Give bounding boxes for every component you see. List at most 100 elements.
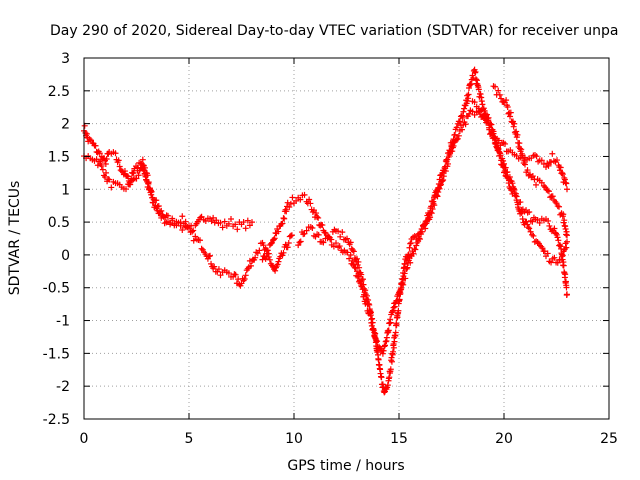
data-point [533,181,540,188]
data-point [156,210,163,217]
data-point [540,161,547,168]
data-point [128,175,135,182]
data-point [259,256,266,263]
data-point [284,244,291,251]
data-point [419,228,426,235]
data-point [545,188,552,195]
data-point [275,228,282,235]
data-point [213,217,220,224]
data-point [529,231,535,238]
data-point [564,238,570,245]
data-point [466,110,473,117]
data-point [436,185,443,192]
data-point [453,124,460,131]
data-point [127,178,134,185]
data-point [102,174,108,181]
data-point [564,186,570,193]
data-point [123,186,129,193]
data-point [103,155,110,162]
x-tick-label: 10 [285,431,303,447]
data-point [507,109,514,116]
data-point [349,247,356,254]
data-point [384,382,391,389]
data-point [456,118,463,125]
data-point [496,91,503,98]
data-point [460,108,467,115]
data-point [92,142,99,149]
data-point [513,193,520,200]
data-point [189,228,196,235]
data-point [256,247,263,254]
data-point [407,240,414,247]
data-point [232,271,239,278]
data-point [271,235,278,242]
data-point [544,250,551,257]
data-point [232,221,239,228]
data-point [556,203,563,210]
data-point [381,389,388,396]
data-point [398,286,405,293]
axis-ticks [83,57,610,420]
y-tick-label: -1 [56,314,70,330]
data-point [210,214,217,221]
data-point [461,105,468,112]
data-point [141,164,148,171]
data-point [511,120,518,127]
data-point [495,145,502,152]
data-point [267,240,274,247]
data-point [510,186,517,193]
data-point [500,164,507,171]
data-point [387,366,394,373]
data-point [219,224,226,231]
data-point [545,162,552,169]
data-point [242,272,249,279]
data-point [274,261,281,268]
data-point [215,266,222,273]
data-point [268,239,275,246]
data-point [355,258,362,265]
y-tick-label: 0 [61,248,70,264]
data-point [98,162,105,169]
data-point [413,242,420,249]
data-point [563,180,570,187]
data-point [478,107,485,114]
data-point [378,374,385,381]
data-point [102,161,109,168]
data-point [472,68,479,75]
data-point [559,171,566,178]
data-point [240,219,247,226]
data-point [491,134,498,141]
data-point [393,297,400,304]
data-point [524,167,531,174]
data-point [561,217,568,224]
data-point [333,240,339,247]
data-point [465,91,472,98]
y-tick-label: 1 [61,182,70,198]
data-point [198,213,205,220]
y-tick-label: 2 [61,117,70,133]
data-point [412,246,419,253]
data-point [303,227,310,234]
data-point [315,214,322,221]
x-tick-label: 15 [390,431,408,447]
data-point [519,215,526,222]
data-point [347,251,354,258]
data-point [510,123,517,130]
data-point [505,180,512,187]
data-point [279,220,286,227]
data-point [115,157,122,164]
x-axis-label: GPS time / hours [287,458,404,474]
data-point [497,152,504,159]
data-point [367,309,374,316]
y-tick-label: -2 [56,379,70,395]
data-point [296,239,303,246]
data-point [527,228,534,235]
data-point [492,139,499,146]
data-point [392,329,399,336]
data-point [339,229,346,236]
data-point [484,117,491,124]
y-tick-label: 1.5 [48,149,70,165]
grid-lines [84,58,609,419]
data-point [526,208,533,215]
data-point [459,114,466,121]
